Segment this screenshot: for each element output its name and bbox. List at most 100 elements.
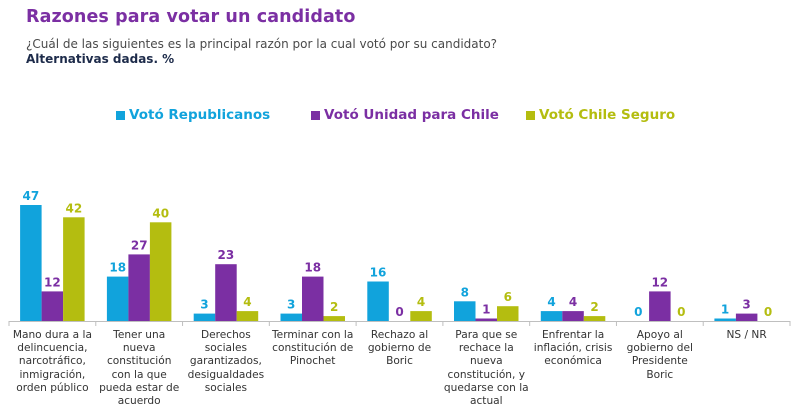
- bar: [562, 311, 584, 321]
- bar: [41, 291, 64, 321]
- x-tick-label-line: Tener una: [113, 329, 166, 341]
- bar: [735, 313, 758, 321]
- x-tick-label-line: NS / NR: [726, 329, 767, 341]
- data-label: 42: [66, 201, 83, 215]
- data-label: 0: [764, 305, 772, 319]
- x-tick-label-line: Boric: [386, 355, 413, 368]
- legend-item-unidad: Votó Unidad para Chile: [311, 107, 499, 123]
- x-tick-label: Para que se rechace la nueva constitución, …: [442, 329, 530, 408]
- x-tick-label-line: Enfrentar la: [541, 329, 605, 341]
- legend: Votó Republicanos Votó Unidad para Chile…: [0, 107, 800, 127]
- bar: [649, 291, 671, 321]
- bar: [149, 222, 172, 321]
- x-tick-label-line: constitución, y: [447, 368, 526, 381]
- data-label: 12: [44, 275, 61, 289]
- data-label: 16: [370, 266, 387, 280]
- x-tick-label: Enfrentar la inflación, crisis económica: [529, 329, 617, 369]
- legend-label-republicanos: Votó Republicanos: [129, 107, 271, 123]
- data-label: 40: [152, 206, 169, 220]
- bar: [193, 313, 216, 321]
- x-tick-label-line: garantizados,: [189, 355, 262, 368]
- legend-label-chile-seguro: Votó Chile Seguro: [539, 107, 676, 123]
- x-tick-label-line: Apoyo al: [636, 329, 683, 341]
- x-tick-label-line: quedarse con la: [443, 381, 529, 394]
- chart-title: Razones para votar un candidato: [26, 7, 356, 27]
- legend-item-republicanos: Votó Republicanos: [116, 107, 270, 123]
- x-tick-label-line: nueva: [469, 355, 503, 368]
- x-tick-label-line: inflación, crisis: [533, 342, 613, 355]
- x-tick-label-line: constitución: [106, 355, 172, 368]
- x-tick-label-line: sociales: [204, 381, 248, 394]
- x-tick-label: Terminar con la constitución de Pinochet: [269, 329, 357, 369]
- legend-swatch-republicanos: [116, 110, 125, 120]
- data-label: 18: [109, 261, 126, 275]
- bar: [475, 318, 497, 321]
- bar: [128, 254, 150, 321]
- chart-subtitle: ¿Cuál de las siguientes es la principal …: [26, 37, 498, 51]
- bar: [63, 217, 85, 321]
- data-label: 12: [651, 275, 668, 289]
- data-label: 1: [482, 303, 490, 317]
- x-tick-label-line: Para que se: [455, 329, 518, 341]
- x-tick-label-line: actual: [469, 395, 503, 408]
- data-label: 18: [304, 261, 321, 275]
- x-tick-label-line: rechace la: [458, 342, 514, 355]
- x-tick-label: Derechos sociales garantizados, desigualdad…: [182, 329, 270, 395]
- data-label: 4: [547, 295, 555, 309]
- x-tick-label-line: nueva: [122, 342, 156, 355]
- x-tick-label-line: Terminar con la: [272, 329, 354, 341]
- x-tick-label-line: Derechos: [200, 329, 251, 341]
- data-label: 4: [569, 295, 577, 309]
- x-tick-label-line: constitución de: [272, 342, 354, 355]
- data-label: 1: [721, 303, 729, 317]
- x-tick-label-line: sociales: [204, 342, 248, 355]
- data-label: 3: [200, 298, 208, 312]
- x-tick-label: Mano dura a la delincuencia, narcotráfico,…: [8, 329, 96, 395]
- x-tick-label-line: Pinochet: [289, 355, 336, 368]
- bar: [236, 311, 259, 321]
- data-label: 2: [330, 300, 338, 314]
- x-tick-label-line: pueda estar de: [99, 381, 180, 394]
- x-tick-label-line: económica: [544, 355, 602, 368]
- bar: [367, 281, 389, 321]
- x-tick-label-line: desigualdades: [187, 368, 265, 381]
- bar: [410, 311, 432, 321]
- x-tick-label: Tener una nueva constitución con la que pued…: [95, 329, 183, 408]
- x-tick-label-line: Mano dura a la: [12, 329, 92, 341]
- bar: [323, 316, 345, 321]
- bar: [280, 313, 302, 321]
- x-tick-label-line: orden público: [16, 381, 89, 394]
- bar: [106, 276, 129, 321]
- bar: [20, 205, 42, 321]
- x-tick-label-line: delincuencia,: [17, 342, 88, 355]
- bar: [302, 276, 324, 321]
- x-tick-label: Rechazo al gobierno de Boric: [356, 329, 444, 369]
- data-label: 0: [395, 305, 403, 319]
- bar: [583, 316, 606, 321]
- data-label: 6: [504, 290, 512, 304]
- bar: [540, 311, 563, 321]
- data-label: 47: [23, 189, 40, 203]
- x-tick-label-line: gobierno del: [626, 342, 693, 355]
- x-tick-label: Apoyo al gobierno del Presidente Boric: [616, 329, 704, 382]
- chart-note: Alternativas dadas. %: [26, 52, 175, 66]
- data-label: 4: [417, 295, 425, 309]
- data-label: 4: [243, 295, 251, 309]
- data-label: 0: [677, 305, 685, 319]
- legend-label-unidad: Votó Unidad para Chile: [324, 107, 499, 123]
- bar: [215, 264, 237, 321]
- x-tick-label-line: con la que: [111, 368, 167, 381]
- legend-item-chile-seguro: Votó Chile Seguro: [526, 107, 675, 123]
- x-tick-label-line: Presidente: [631, 355, 688, 368]
- legend-swatch-chile-seguro: [526, 110, 535, 120]
- bar: [497, 306, 519, 321]
- x-tick-label-line: inmigración,: [19, 368, 86, 381]
- data-label: 0: [634, 305, 642, 319]
- bar: [454, 301, 476, 321]
- data-label: 3: [742, 298, 750, 312]
- bar: [714, 318, 736, 321]
- x-tick-label-line: acuerdo: [117, 395, 161, 408]
- data-label: 23: [218, 248, 235, 262]
- data-label: 2: [590, 300, 598, 314]
